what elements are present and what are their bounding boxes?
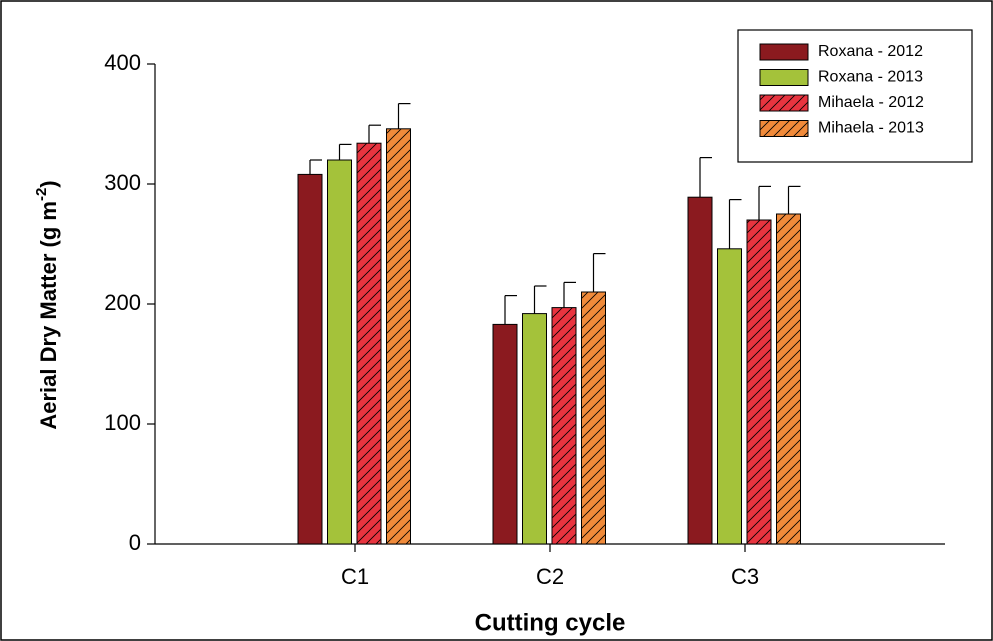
y-tick-label: 0 [129,530,141,555]
bar-hatch [552,307,576,544]
bar-hatch [581,292,606,544]
legend-label: Mihaela - 2012 [818,94,924,111]
legend-label: Roxana - 2013 [818,69,923,86]
legend-hatch [760,120,808,137]
bar-hatch [747,220,771,544]
bar [492,323,518,545]
legend-label: Roxana - 2012 [818,43,923,60]
x-tick-label: C1 [341,564,369,589]
y-label-end: ) [36,180,61,187]
legend-swatch [759,43,809,61]
x-tick-label: C2 [536,564,564,589]
bar-hatch [776,214,801,544]
bar [717,248,742,545]
bar-hatch [357,143,381,544]
y-tick-label: 200 [104,290,141,315]
y-tick-label: 100 [104,410,141,435]
y-tick-label: 300 [104,170,141,195]
y-axis-label: Aerial Dry Matter (g m-2) [33,180,61,429]
legend-hatch [760,95,808,111]
legend-label: Mihaela - 2013 [818,120,924,137]
y-label-main: Aerial Dry Matter (g m [36,201,61,430]
y-label-sup: -2 [33,188,50,201]
y-tick-label: 400 [104,50,141,75]
bar [297,173,323,545]
legend-swatch [759,69,809,86]
bar [522,313,547,545]
bar [327,159,352,545]
x-axis-label: Cutting cycle [475,609,626,636]
bar [687,196,713,545]
bar-hatch [386,128,411,545]
x-tick-label: C3 [731,564,759,589]
